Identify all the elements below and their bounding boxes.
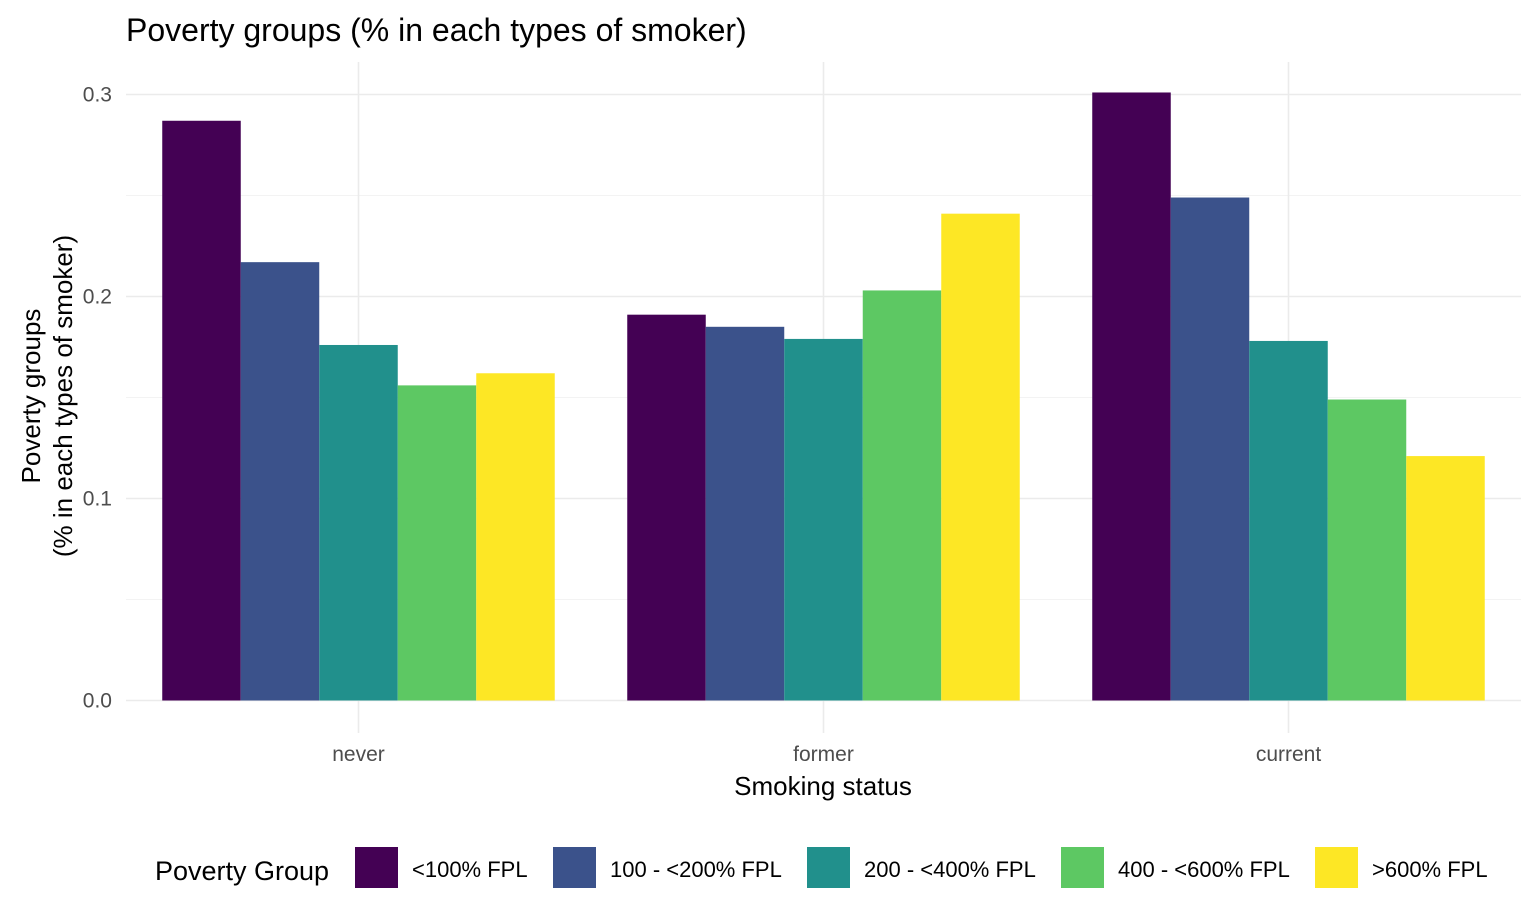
bar <box>397 385 477 701</box>
legend-key <box>355 847 398 888</box>
bar <box>1092 92 1171 701</box>
chart-title: Poverty groups (% in each types of smoke… <box>126 12 747 48</box>
bars <box>162 92 1485 701</box>
bar <box>784 338 863 701</box>
bar <box>705 326 785 701</box>
bar <box>627 314 706 701</box>
y-axis-title-line-2: (% in each types of smoker) <box>48 235 78 557</box>
bar <box>240 262 320 701</box>
legend-label: <100% FPL <box>412 857 528 882</box>
x-axis-ticks: never former current <box>332 743 1321 766</box>
legend-label: 100 - <200% FPL <box>610 857 782 882</box>
x-axis-title: Smoking status <box>734 771 912 801</box>
bar <box>862 290 942 701</box>
y-tick-label: 0.0 <box>83 690 112 713</box>
bar <box>1249 340 1328 701</box>
legend-label: 400 - <600% FPL <box>1118 857 1290 882</box>
x-tick-label: never <box>332 743 385 766</box>
bar <box>1170 197 1250 701</box>
legend-title: Poverty Group <box>155 856 329 886</box>
legend-key <box>553 847 596 888</box>
legend-label: >600% FPL <box>1372 857 1488 882</box>
y-tick-label: 0.1 <box>83 488 112 511</box>
legend-label: 200 - <400% FPL <box>864 857 1036 882</box>
legend: Poverty Group <100% FPL 100 - <200% FPL 20… <box>155 847 1488 888</box>
bar <box>1327 399 1407 701</box>
y-tick-label: 0.2 <box>83 286 112 309</box>
x-tick-label: current <box>1256 743 1322 766</box>
bar <box>476 373 555 701</box>
y-tick-label: 0.3 <box>83 84 112 107</box>
y-axis-title: Poverty groups (% in each types of smoke… <box>16 235 78 557</box>
y-axis-title-line-1: Poverty groups <box>16 309 46 484</box>
legend-key <box>807 847 850 888</box>
legend-key <box>1315 847 1358 888</box>
bar <box>941 213 1020 701</box>
bar <box>319 344 398 701</box>
legend-key <box>1061 847 1104 888</box>
bar <box>1406 456 1485 701</box>
bar <box>162 120 241 701</box>
x-tick-label: former <box>793 743 854 766</box>
y-axis-ticks: 0.0 0.1 0.2 0.3 <box>83 84 112 713</box>
